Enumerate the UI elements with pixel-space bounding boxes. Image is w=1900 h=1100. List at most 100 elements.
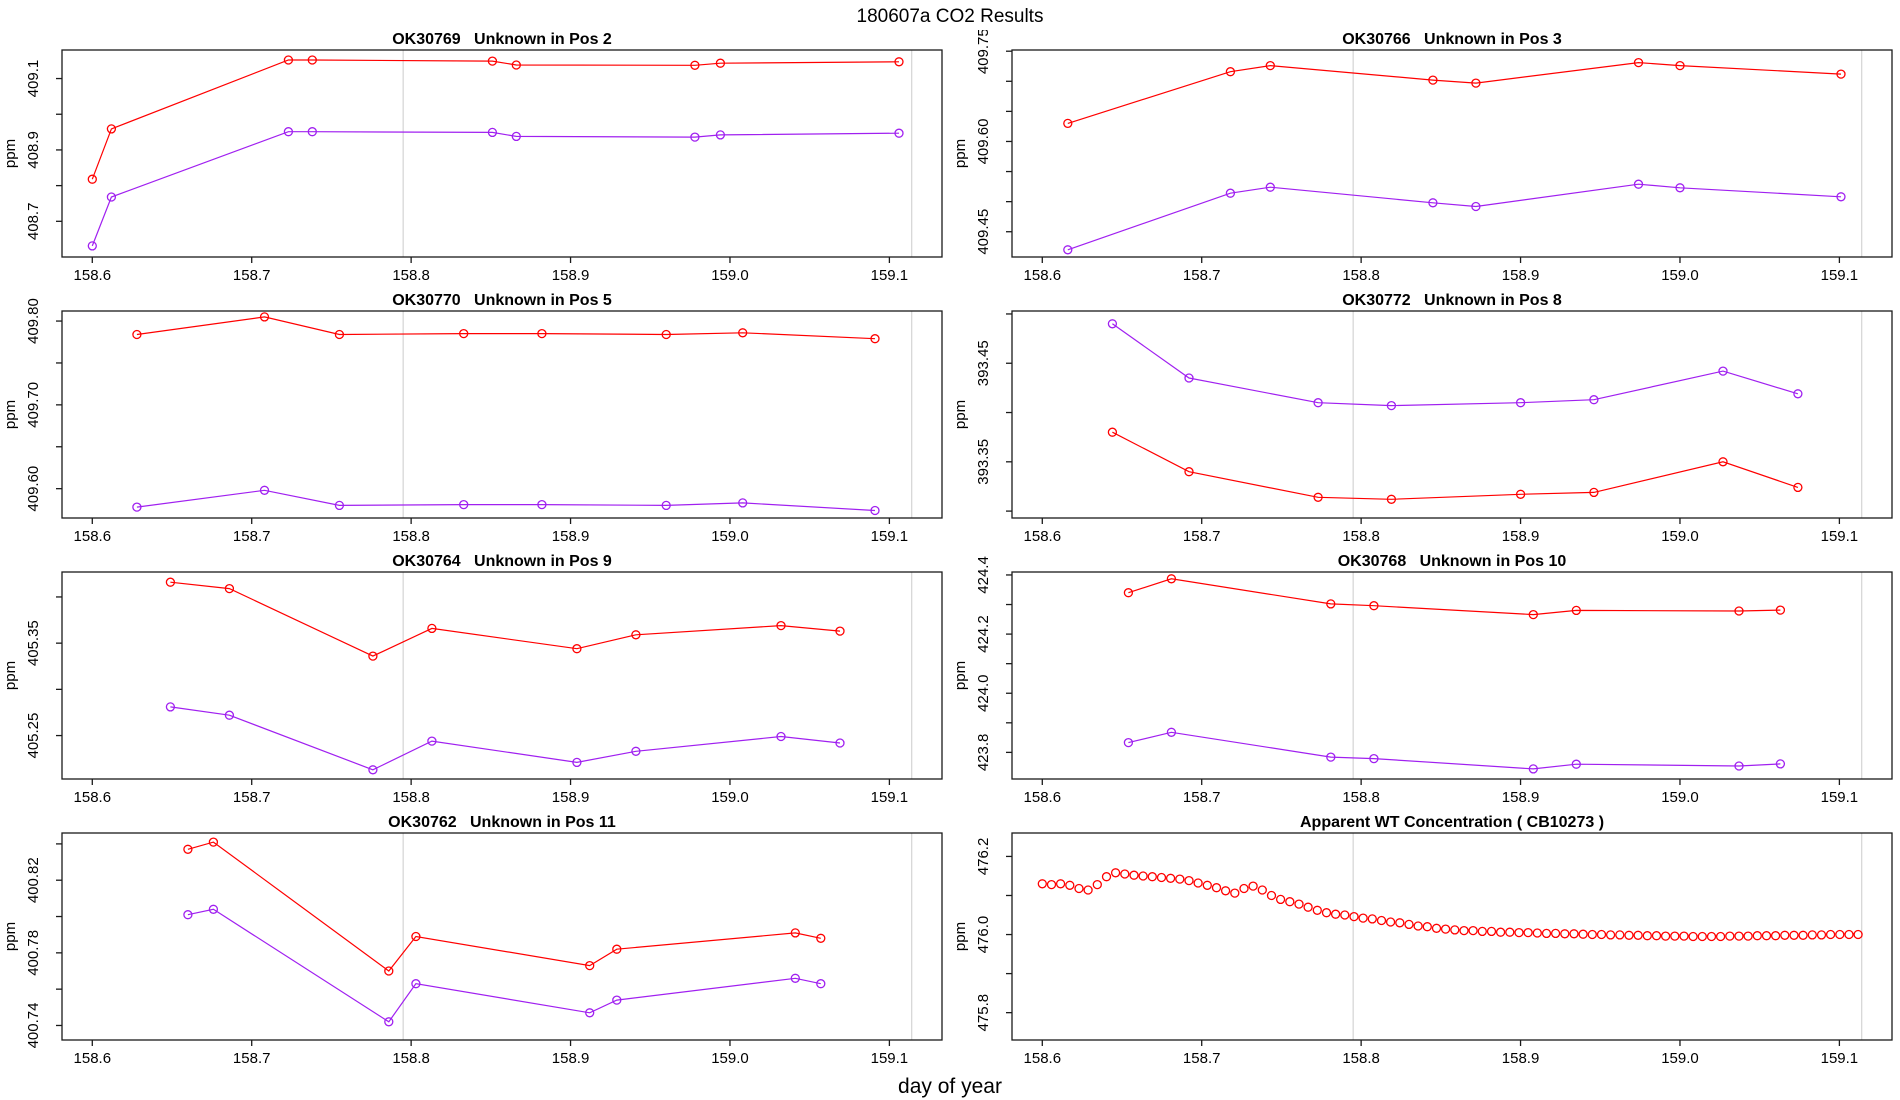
- x-tick-label: 158.6: [74, 528, 112, 545]
- data-point-marker-red: [1486, 926, 1497, 937]
- x-tick-label: 159.1: [1821, 789, 1859, 806]
- data-point-marker-red: [427, 623, 437, 634]
- series-line-purple: [91, 131, 900, 247]
- y-tick-label: 408.7: [25, 203, 42, 241]
- data-point-marker-purple: [259, 485, 270, 495]
- x-tick-label: 159.1: [871, 789, 909, 806]
- data-point-marker-purple: [776, 731, 786, 742]
- x-tick-label: 158.9: [552, 267, 590, 284]
- plot-border: [1011, 832, 1893, 1041]
- data-point-marker-purple: [368, 765, 378, 775]
- data-point-marker-red: [585, 960, 595, 971]
- y-axis-label: ppm: [952, 139, 969, 168]
- data-point-marker-red: [1715, 931, 1726, 942]
- data-point-marker-red: [1761, 931, 1772, 941]
- x-tick-label: 159.0: [1661, 1050, 1699, 1067]
- x-tick-label: 158.8: [392, 789, 430, 806]
- data-point-marker-purple: [87, 241, 97, 251]
- series-line-purple: [170, 706, 841, 771]
- data-point-marker-red: [1844, 929, 1854, 940]
- x-tick-label: 159.0: [711, 1050, 749, 1067]
- series-line-red: [170, 581, 841, 657]
- data-point-marker-red: [1129, 870, 1139, 880]
- data-point-marker-purple: [1515, 398, 1526, 408]
- data-point-marker-red: [1123, 588, 1134, 598]
- data-point-marker-purple: [1775, 759, 1786, 769]
- data-point-marker-red: [1468, 925, 1478, 936]
- y-axis-label: ppm: [2, 922, 19, 951]
- data-point-marker-red: [1340, 910, 1350, 920]
- data-point-marker-red: [1675, 60, 1685, 71]
- y-tick-label: 409.1: [25, 60, 42, 98]
- x-tick-label: 159.1: [1821, 528, 1859, 545]
- data-point-marker-red: [661, 329, 671, 340]
- x-tick-label: 158.8: [392, 267, 430, 284]
- data-point-marker-red: [1718, 457, 1728, 467]
- plot-border: [61, 310, 943, 519]
- data-point-marker-purple: [283, 127, 294, 137]
- data-point-marker-red: [1775, 605, 1786, 615]
- data-point-marker-red: [87, 174, 97, 184]
- data-point-marker-purple: [715, 130, 726, 140]
- x-tick-label: 158.7: [233, 267, 271, 284]
- x-tick-label: 158.9: [1502, 1050, 1540, 1067]
- data-point-marker-red: [1471, 78, 1481, 88]
- data-point-marker-red: [1605, 930, 1616, 940]
- x-tick-label: 159.0: [1661, 267, 1699, 284]
- data-point-marker-red: [1303, 902, 1313, 912]
- data-point-marker-purple: [427, 736, 437, 746]
- data-point-marker-red: [1248, 881, 1258, 891]
- data-point-marker-red: [1734, 931, 1744, 941]
- data-point-marker-red: [1596, 929, 1607, 940]
- data-point-marker-purple: [572, 757, 582, 768]
- data-point-marker-red: [1642, 931, 1652, 941]
- series-line-purple: [1128, 731, 1781, 770]
- x-tick-label: 159.1: [1821, 267, 1859, 284]
- data-point-marker-red: [368, 651, 378, 661]
- data-point-marker-purple: [132, 502, 142, 512]
- data-point-marker-red: [283, 55, 294, 65]
- data-point-marker-red: [1816, 930, 1827, 940]
- data-point-marker-red: [165, 577, 176, 587]
- y-tick-label: 475.8: [975, 994, 992, 1032]
- data-point-marker-red: [1752, 931, 1762, 941]
- data-point-marker-red: [1257, 885, 1267, 895]
- data-point-marker-purple: [1265, 182, 1275, 192]
- data-point-marker-red: [1326, 599, 1336, 609]
- data-point-marker-purple: [661, 500, 671, 511]
- data-point-marker-red: [1349, 911, 1359, 922]
- y-tick-label: 409.45: [975, 209, 992, 255]
- data-point-marker-purple: [790, 973, 800, 983]
- x-tick-label: 158.8: [1342, 1050, 1380, 1067]
- data-point-marker-red: [1165, 873, 1176, 883]
- data-point-marker-red: [1266, 890, 1277, 901]
- series-line-purple: [187, 908, 821, 1023]
- y-axis-label: ppm: [952, 400, 969, 429]
- data-point-marker-purple: [835, 738, 845, 748]
- data-point-marker-red: [1523, 927, 1533, 938]
- page-title: 180607a CO2 Results: [856, 6, 1044, 27]
- data-point-marker-purple: [1313, 398, 1323, 408]
- chart-panel-svg: 158.6 158.7 158.8 158.9 159.0 159.1 408.7 408.9…: [2, 31, 943, 284]
- data-point-marker-red: [1670, 931, 1680, 941]
- data-point-marker-purple: [816, 979, 826, 989]
- panel-ok30772-pos8: 158.6 158.7 158.8 158.9 159.0 159.1 393.35 393.…: [950, 291, 1900, 552]
- data-point-marker-red: [790, 928, 800, 938]
- data-point-marker-red: [1330, 909, 1341, 919]
- y-tick-label: 409.70: [25, 382, 42, 428]
- x-tick-label: 158.6: [74, 1050, 112, 1067]
- data-point-marker-red: [816, 933, 826, 943]
- x-tick-label: 159.1: [1821, 1050, 1859, 1067]
- data-point-marker-purple: [894, 128, 904, 138]
- data-point-marker-red: [1225, 67, 1236, 77]
- data-point-marker-red: [1578, 929, 1588, 939]
- data-point-marker-red: [1560, 929, 1570, 939]
- data-point-marker-red: [1798, 930, 1808, 940]
- x-tick-label: 159.1: [871, 1050, 909, 1067]
- y-tick-label: 393.35: [975, 439, 992, 485]
- data-point-marker-purple: [1528, 764, 1538, 774]
- panel-title: OK30766 Unknown in Pos 3: [1342, 31, 1562, 48]
- data-point-marker-red: [1376, 915, 1387, 926]
- x-tick-label: 158.7: [233, 528, 271, 545]
- data-point-marker-red: [1725, 931, 1735, 941]
